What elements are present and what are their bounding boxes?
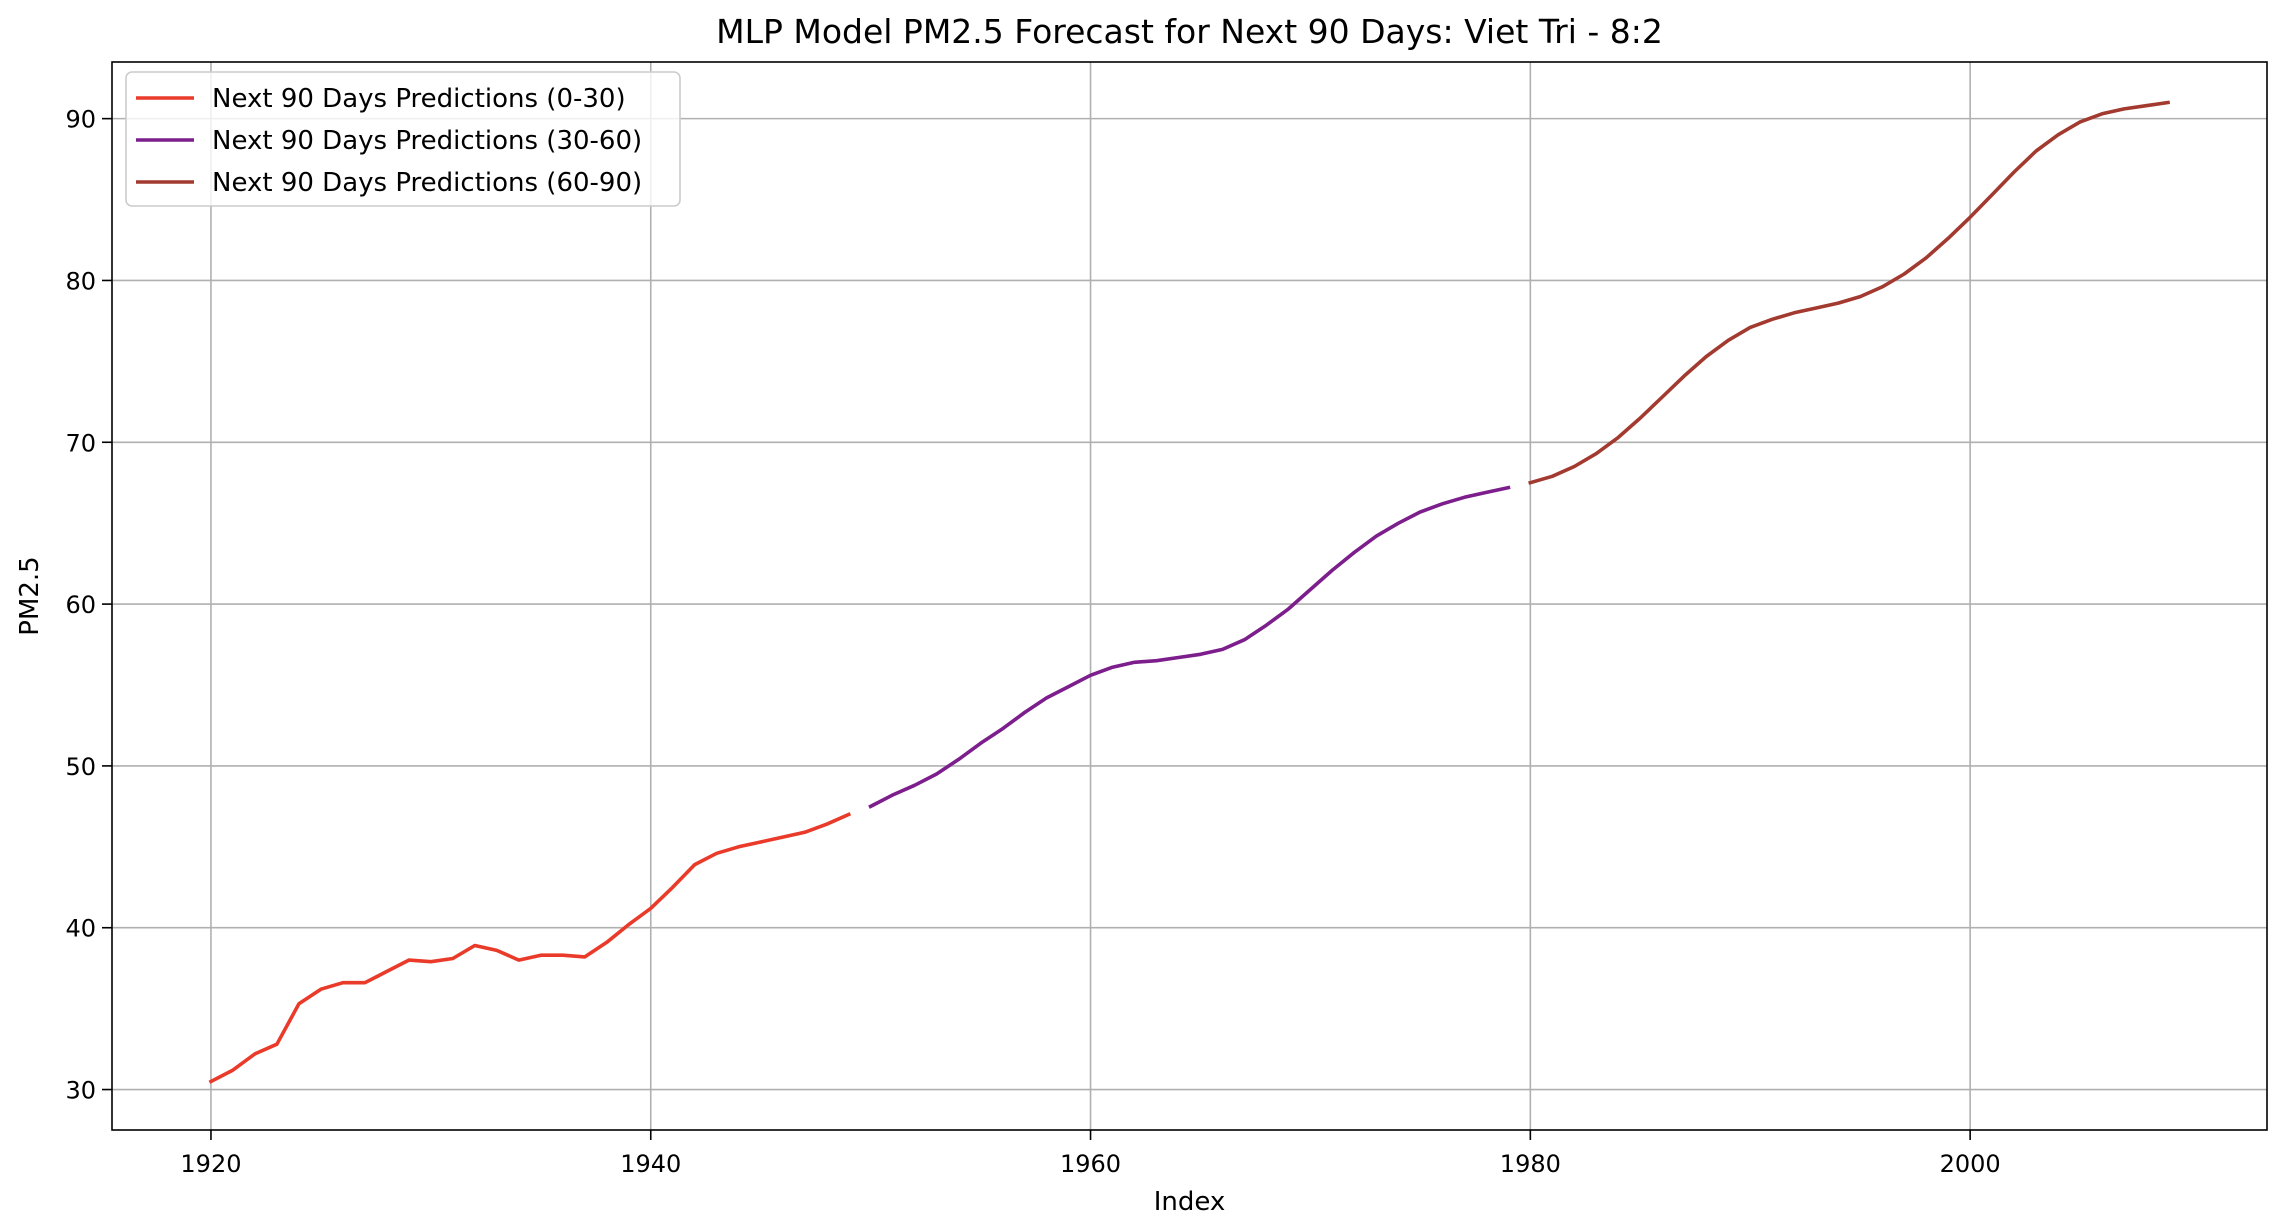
x-tick-label: 1940 <box>620 1150 681 1178</box>
legend-entry-label: Next 90 Days Predictions (30-60) <box>212 126 642 156</box>
x-axis-label: Index <box>1154 1187 1226 1217</box>
y-tick-label: 60 <box>65 591 96 619</box>
x-tick-label: 2000 <box>1940 1150 2001 1178</box>
y-tick-label: 30 <box>65 1077 96 1105</box>
series-group <box>208 100 2171 1084</box>
x-tick-label: 1980 <box>1500 1150 1561 1178</box>
x-tick-label: 1960 <box>1060 1150 1121 1178</box>
y-tick-label: 90 <box>65 106 96 134</box>
axis-ticks: 1920 1940 1960 1980 2000 30 40 50 60 70 80 90 <box>65 106 2000 1178</box>
legend-entry-label: Next 90 Days Predictions (60-90) <box>212 168 642 198</box>
chart-title: MLP Model PM2.5 Forecast for Next 90 Day… <box>716 12 1663 51</box>
y-axis-label: PM2.5 <box>15 556 45 635</box>
y-tick-label: 80 <box>65 267 96 295</box>
legend-box <box>125 71 681 207</box>
series-line-2 <box>868 485 1511 809</box>
legend: Next 90 Days Predictions (0-30) Next 90 D… <box>125 71 681 207</box>
y-tick-label: 70 <box>65 429 96 457</box>
grid <box>112 62 2267 1130</box>
plot-frame <box>111 61 2268 1131</box>
series-line-3 <box>1528 100 2171 485</box>
y-tick-label: 40 <box>65 915 96 943</box>
series-line-1 <box>208 812 852 1084</box>
y-tick-label: 50 <box>65 753 96 781</box>
legend-entry-label: Next 90 Days Predictions (0-30) <box>212 84 626 114</box>
x-tick-label: 1920 <box>180 1150 241 1178</box>
